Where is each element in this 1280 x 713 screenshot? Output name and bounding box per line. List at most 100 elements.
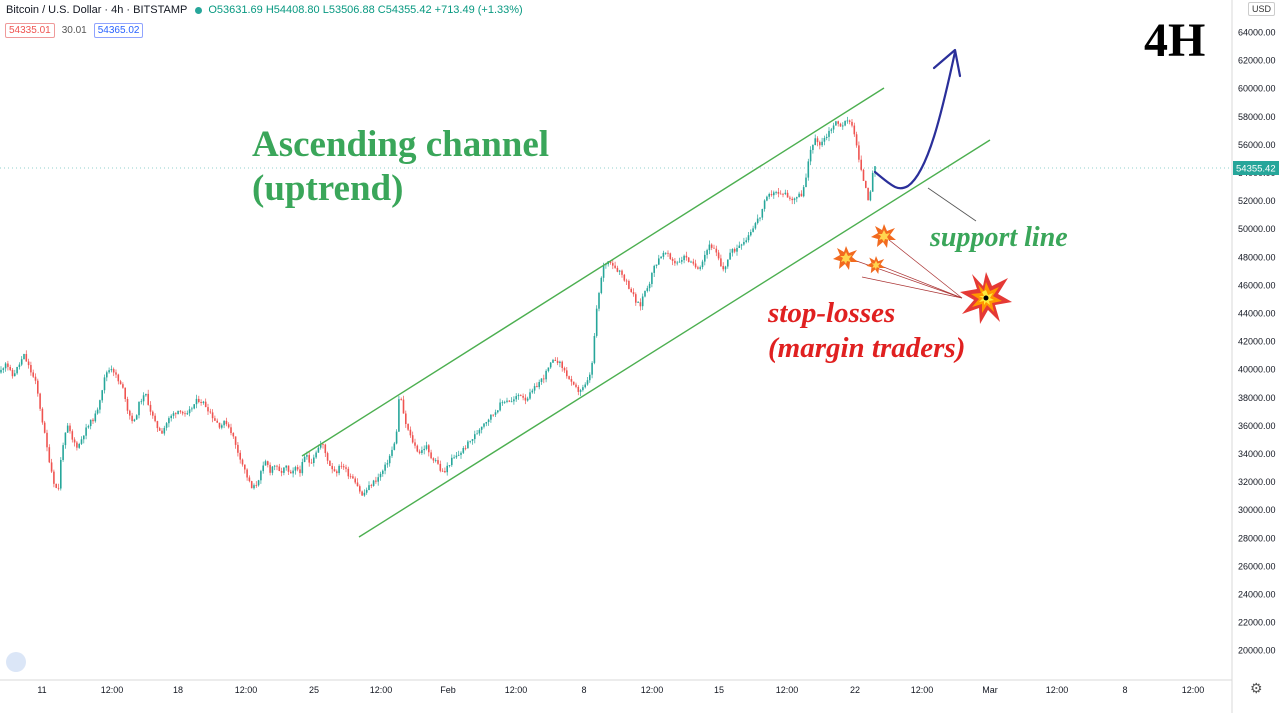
candle-body <box>340 465 343 467</box>
candle-body <box>69 425 71 432</box>
candle-body <box>791 198 793 201</box>
price-tick-label: 38000.00 <box>1238 393 1276 403</box>
candle-body <box>766 196 768 201</box>
candle-body <box>474 434 476 440</box>
candle-body <box>439 463 442 471</box>
candle-body <box>359 486 361 492</box>
candle-body <box>78 444 80 448</box>
symbol-name[interactable]: Bitcoin / U.S. Dollar · 4h · BITSTAMP <box>6 4 188 16</box>
candle-body <box>202 401 205 403</box>
candle-body <box>828 130 830 137</box>
candle-body <box>106 372 108 378</box>
candle-body <box>570 379 573 382</box>
candle-body <box>842 125 844 127</box>
candle-body <box>322 444 324 445</box>
candle-body <box>62 445 64 460</box>
candle-body <box>193 404 195 409</box>
candle-body <box>648 283 651 289</box>
candle-body <box>301 462 304 474</box>
candle-body <box>628 281 630 289</box>
candle-body <box>460 452 462 455</box>
candle-body <box>48 447 51 463</box>
candle-body <box>595 308 598 336</box>
candle-body <box>278 466 281 471</box>
candle-body <box>600 277 603 293</box>
currency-button[interactable]: USD <box>1248 2 1276 16</box>
candle-body <box>92 419 94 422</box>
candle-body <box>400 399 402 400</box>
time-tick-label: Feb <box>440 685 456 695</box>
candle-body <box>874 166 876 173</box>
price-tick-label: 44000.00 <box>1238 309 1276 319</box>
ask-price[interactable]: 54365.02 <box>93 23 144 38</box>
time-tick-label: 12:00 <box>505 685 528 695</box>
candle-body <box>441 470 444 472</box>
candle-body <box>14 373 16 377</box>
candle-body <box>704 254 706 262</box>
price-tick-label: 42000.00 <box>1238 337 1276 347</box>
candle-body <box>115 372 117 375</box>
channel-support-line[interactable] <box>358 139 991 538</box>
candle-body <box>802 187 805 197</box>
candle-body <box>273 465 276 467</box>
candle-body <box>0 369 2 373</box>
candle-body <box>172 413 175 416</box>
support-pointer <box>927 187 977 222</box>
tradingview-logo-icon[interactable] <box>6 652 26 672</box>
candle-body <box>37 380 39 394</box>
candle-body <box>66 425 69 433</box>
candle-body <box>756 218 759 224</box>
candle-body <box>763 200 766 209</box>
candle-body <box>260 471 262 481</box>
candle-body <box>768 194 770 197</box>
candle-body <box>27 361 30 366</box>
candle-body <box>448 465 451 466</box>
candle-body <box>421 450 423 453</box>
price-tick-label: 28000.00 <box>1238 533 1276 543</box>
candle-body <box>639 302 642 307</box>
candle-body <box>264 461 267 466</box>
candle-body <box>232 433 235 437</box>
candle-body <box>556 360 559 363</box>
bid-price[interactable]: 54335.01 <box>5 23 55 38</box>
candle-body <box>409 429 412 436</box>
candle-body <box>614 265 616 268</box>
candle-body <box>287 465 290 472</box>
candle-body <box>750 232 752 236</box>
candle-body <box>812 145 814 150</box>
candle-body <box>418 451 421 454</box>
candle-body <box>832 125 835 130</box>
candle-body <box>283 467 285 473</box>
candle-body <box>32 372 34 377</box>
large-explosion-icon <box>960 272 1012 324</box>
candle-body <box>625 280 628 282</box>
candle-body <box>430 452 432 459</box>
candle-body <box>156 421 159 429</box>
candle-body <box>549 362 552 368</box>
time-tick-label: 12:00 <box>1046 685 1069 695</box>
candle-body <box>809 149 812 162</box>
settings-gear-icon[interactable]: ⚙ <box>1250 680 1263 696</box>
candle-body <box>296 467 299 470</box>
candle-body <box>142 395 145 402</box>
candle-body <box>248 477 251 482</box>
candle-body <box>566 370 568 377</box>
candle-body <box>674 260 676 264</box>
candle-body <box>188 409 191 414</box>
price-tick-label: 56000.00 <box>1238 140 1276 150</box>
candle-body <box>568 376 570 379</box>
candle-body <box>336 471 338 474</box>
candle-body <box>584 384 586 388</box>
candle-body <box>637 302 639 303</box>
price-tick-label: 36000.00 <box>1238 421 1276 431</box>
candle-body <box>313 457 315 463</box>
candle-body <box>506 400 508 402</box>
candle-body <box>586 380 589 385</box>
candle-body <box>529 392 531 399</box>
channel-upper-line[interactable] <box>301 87 885 457</box>
candle-body <box>577 387 580 392</box>
candle-body <box>754 223 757 229</box>
candle-body <box>782 193 784 195</box>
candle-body <box>825 136 828 138</box>
